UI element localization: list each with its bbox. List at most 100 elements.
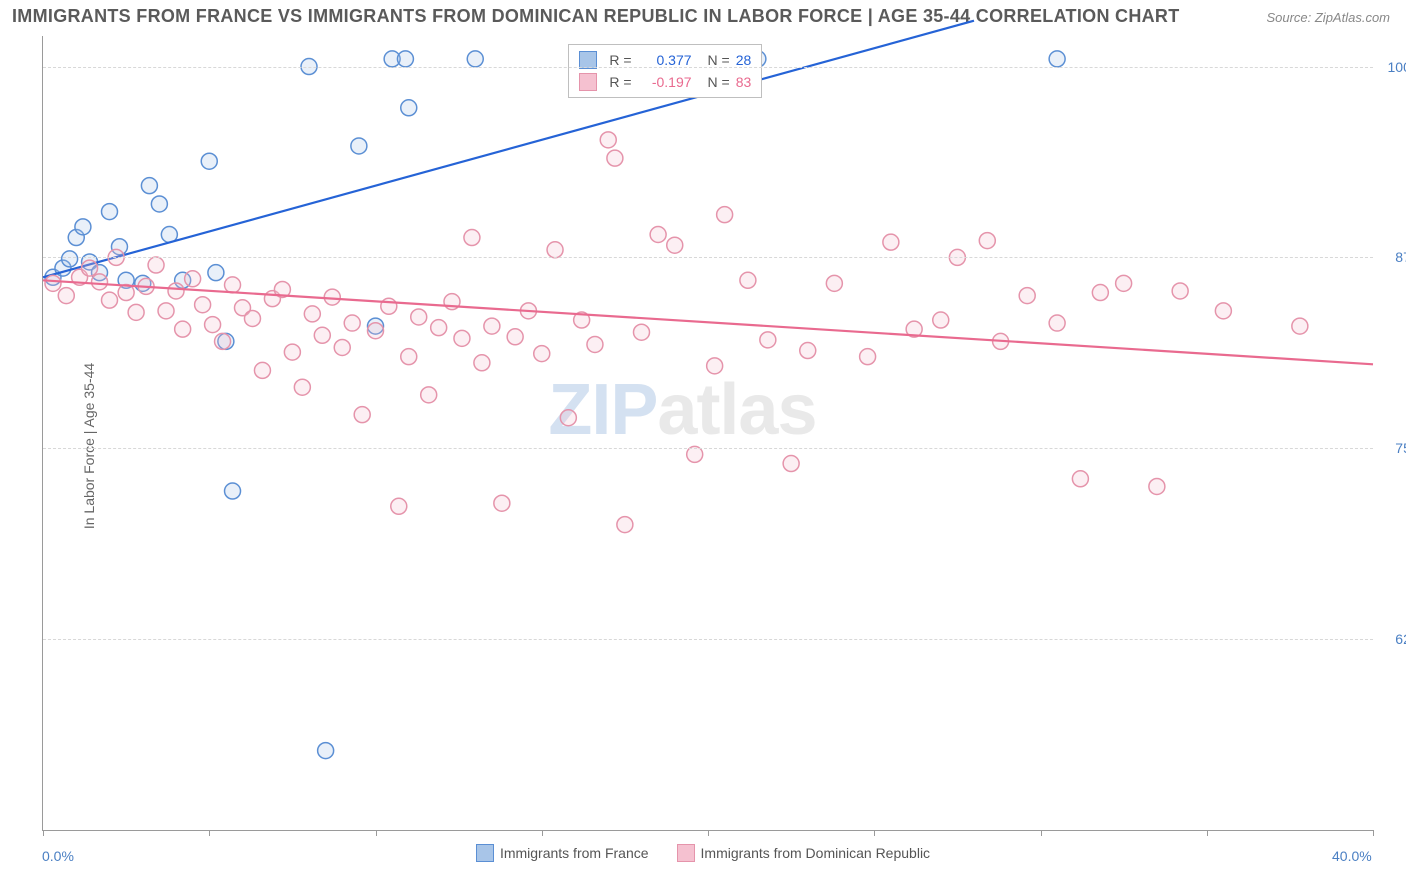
data-point [467,51,483,67]
data-point [62,251,78,267]
data-point [92,274,108,290]
data-point [634,324,650,340]
data-point [650,227,666,243]
data-point [225,483,241,499]
y-tick-label: 62.5% [1395,631,1406,647]
x-tick [43,830,44,836]
correlation-legend-row: R =0.377N =28 [579,49,751,71]
data-point [75,219,91,235]
data-point [225,277,241,293]
data-point [534,346,550,362]
source-attribution: Source: ZipAtlas.com [1266,10,1390,25]
data-point [494,495,510,511]
legend-item: Immigrants from Dominican Republic [677,844,931,862]
data-point [397,51,413,67]
data-point [391,498,407,514]
x-tick [708,830,709,836]
data-point [979,233,995,249]
data-point [1092,285,1108,301]
data-point [464,230,480,246]
data-point [783,456,799,472]
data-point [587,336,603,352]
data-point [45,275,61,291]
data-point [1215,303,1231,319]
r-value: -0.197 [638,71,692,93]
n-value: 28 [736,49,752,71]
scatter-svg [43,36,1373,830]
data-point [58,288,74,304]
data-point [883,234,899,250]
x-tick-label: 0.0% [42,848,74,864]
r-label: R = [609,49,631,71]
data-point [294,379,310,395]
x-tick [1373,830,1374,836]
data-point [141,178,157,194]
data-point [667,237,683,253]
data-point [1149,478,1165,494]
data-point [175,321,191,337]
chart-container: IMMIGRANTS FROM FRANCE VS IMMIGRANTS FRO… [0,0,1406,892]
data-point [707,358,723,374]
data-point [431,320,447,336]
data-point [600,132,616,148]
correlation-legend: R =0.377N =28R =-0.197N =83 [568,44,762,98]
data-point [454,330,470,346]
data-point [102,292,118,308]
data-point [800,343,816,359]
data-point [860,349,876,365]
data-point [401,100,417,116]
data-point [254,362,270,378]
x-tick-label: 40.0% [1332,848,1372,864]
data-point [617,517,633,533]
plot-area: ZIPatlas R =0.377N =28R =-0.197N =83 62.… [42,36,1373,831]
n-label: N = [708,49,730,71]
trend-line [43,21,974,278]
r-label: R = [609,71,631,93]
data-point [740,272,756,288]
data-point [411,309,427,325]
data-point [1049,315,1065,331]
series-legend: Immigrants from France Immigrants from Do… [0,844,1406,865]
data-point [1292,318,1308,334]
data-point [314,327,330,343]
data-point [1116,275,1132,291]
data-point [82,260,98,276]
y-tick-label: 87.5% [1395,249,1406,265]
data-point [474,355,490,371]
data-point [933,312,949,328]
legend-label: Immigrants from France [500,845,649,861]
data-point [1049,51,1065,67]
data-point [1172,283,1188,299]
legend-label: Immigrants from Dominican Republic [701,845,931,861]
x-tick [542,830,543,836]
x-tick [209,830,210,836]
data-point [381,298,397,314]
data-point [128,304,144,320]
chart-title: IMMIGRANTS FROM FRANCE VS IMMIGRANTS FRO… [12,6,1180,27]
data-point [151,196,167,212]
data-point [215,333,231,349]
y-tick-label: 75.0% [1395,440,1406,456]
data-point [1019,288,1035,304]
x-tick [874,830,875,836]
data-point [507,329,523,345]
data-point [368,323,384,339]
data-point [1072,471,1088,487]
data-point [484,318,500,334]
data-point [284,344,300,360]
data-point [102,204,118,220]
data-point [421,387,437,403]
x-tick [1207,830,1208,836]
correlation-legend-row: R =-0.197N =83 [579,71,751,93]
data-point [560,410,576,426]
legend-swatch [677,844,695,862]
x-tick [1041,830,1042,836]
legend-item: Immigrants from France [476,844,649,862]
data-point [717,207,733,223]
gridline [43,448,1373,449]
data-point [351,138,367,154]
data-point [208,265,224,281]
n-value: 83 [736,71,752,93]
y-tick-label: 100.0% [1388,59,1406,75]
gridline [43,67,1373,68]
